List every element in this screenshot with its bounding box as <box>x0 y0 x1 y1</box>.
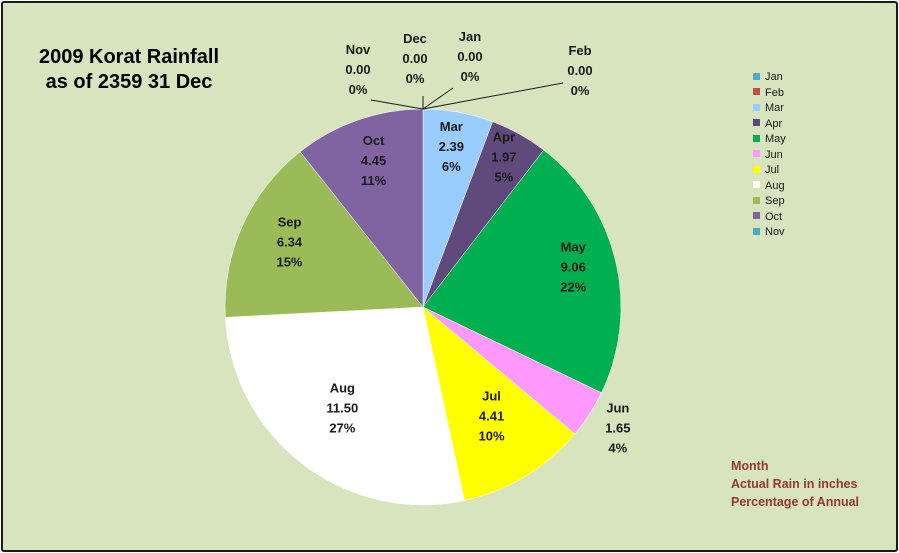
legend-swatch <box>753 88 760 96</box>
leader-line-feb <box>422 82 564 110</box>
slice-sep <box>224 151 424 318</box>
legend-label: May <box>765 133 786 145</box>
chart-title: 2009 Korat Rainfall as of 2359 31 Dec <box>31 45 227 95</box>
pie-slices <box>224 108 622 506</box>
legend-swatch <box>753 196 760 204</box>
annotation-line-percent: Percentage of Annual <box>731 495 860 509</box>
data-label-dec: Dec 0.00 0% <box>402 31 427 86</box>
legend-swatch <box>753 227 760 235</box>
legend-item-may: May <box>753 132 833 148</box>
legend-swatch <box>753 103 760 111</box>
legend-item-nov: Nov <box>753 225 833 241</box>
legend-item-oct: Oct <box>753 210 833 226</box>
data-label-sep: Sep 6.34 15% <box>276 215 302 270</box>
data-label-oct: Oct 4.45 11% <box>361 133 387 188</box>
data-label-mar: Mar 2.39 6% <box>439 119 464 174</box>
slice-jul <box>422 306 576 501</box>
legend-swatch <box>753 181 760 189</box>
legend-swatch <box>753 165 760 173</box>
data-label-aug: Aug 11.50 27% <box>326 380 358 435</box>
annotation-line-rain: Actual Rain in inches <box>731 477 858 491</box>
data-label-feb: Feb 0.00 0% <box>567 43 592 98</box>
legend-label: Jul <box>765 164 780 176</box>
legend: Jan Feb Mar Apr May Jun Jul Aug Sep Oct Nov <box>753 70 833 241</box>
legend-label: Aug <box>765 179 785 192</box>
pie-chart: Jan 0.00 0% Feb 0.00 0% Mar 2.39 6% Apr 1.97 5% May 9… <box>224 29 630 506</box>
slice-may <box>422 149 622 394</box>
legend-label: Jan <box>765 71 783 83</box>
legend-label: Oct <box>765 210 783 223</box>
data-label-apr: Apr 1.97 5% <box>491 130 516 185</box>
data-label-jun: Jun 1.65 4% <box>605 400 630 455</box>
data-label-nov: Nov 0.00 0% <box>345 42 371 97</box>
legend-item-jun: Jun <box>753 148 833 164</box>
leader-line-nov <box>370 99 424 110</box>
legend-item-apr: Apr <box>753 117 833 133</box>
legend-label: Feb <box>765 86 784 99</box>
data-label-jan: Jan 0.00 0% <box>457 29 482 84</box>
legend-swatch <box>753 72 760 80</box>
data-labels: Jan 0.00 0% Feb 0.00 0% Mar 2.39 6% Apr 1.97 5% May 9… <box>276 29 630 455</box>
legend-swatch <box>753 150 760 158</box>
annotation-line-month: Month <box>731 459 769 473</box>
legend-item-aug: Aug <box>753 179 833 195</box>
slice-aug <box>225 306 465 506</box>
legend-swatch <box>753 134 760 142</box>
legend-item-feb: Feb <box>753 86 833 102</box>
chart-title-line-1: 2009 Korat Rainfall <box>38 46 220 68</box>
legend-item-mar: Mar <box>753 101 833 117</box>
legend-label: Apr <box>765 117 783 130</box>
legend-item-jul: Jul <box>753 163 833 179</box>
label-key-annotation: Month Actual Rain in inches Percentage o… <box>731 457 859 511</box>
data-label-jul: Jul 4.41 10% <box>479 389 505 444</box>
data-label-may: May 9.06 22% <box>560 239 586 294</box>
legend-label: Sep <box>765 195 785 207</box>
legend-label: Nov <box>765 226 785 238</box>
leader-lines <box>370 82 564 110</box>
legend-item-jan: Jan <box>753 70 833 86</box>
legend-label: Mar <box>765 102 784 114</box>
legend-label: Jun <box>765 148 783 161</box>
slice-oct <box>299 108 424 308</box>
legend-swatch <box>753 212 760 220</box>
legend-item-sep: Sep <box>753 194 833 210</box>
leader-line-jan <box>422 87 454 110</box>
legend-swatch <box>753 119 760 127</box>
chart-title-line-2: as of 2359 31 Dec <box>45 71 213 93</box>
